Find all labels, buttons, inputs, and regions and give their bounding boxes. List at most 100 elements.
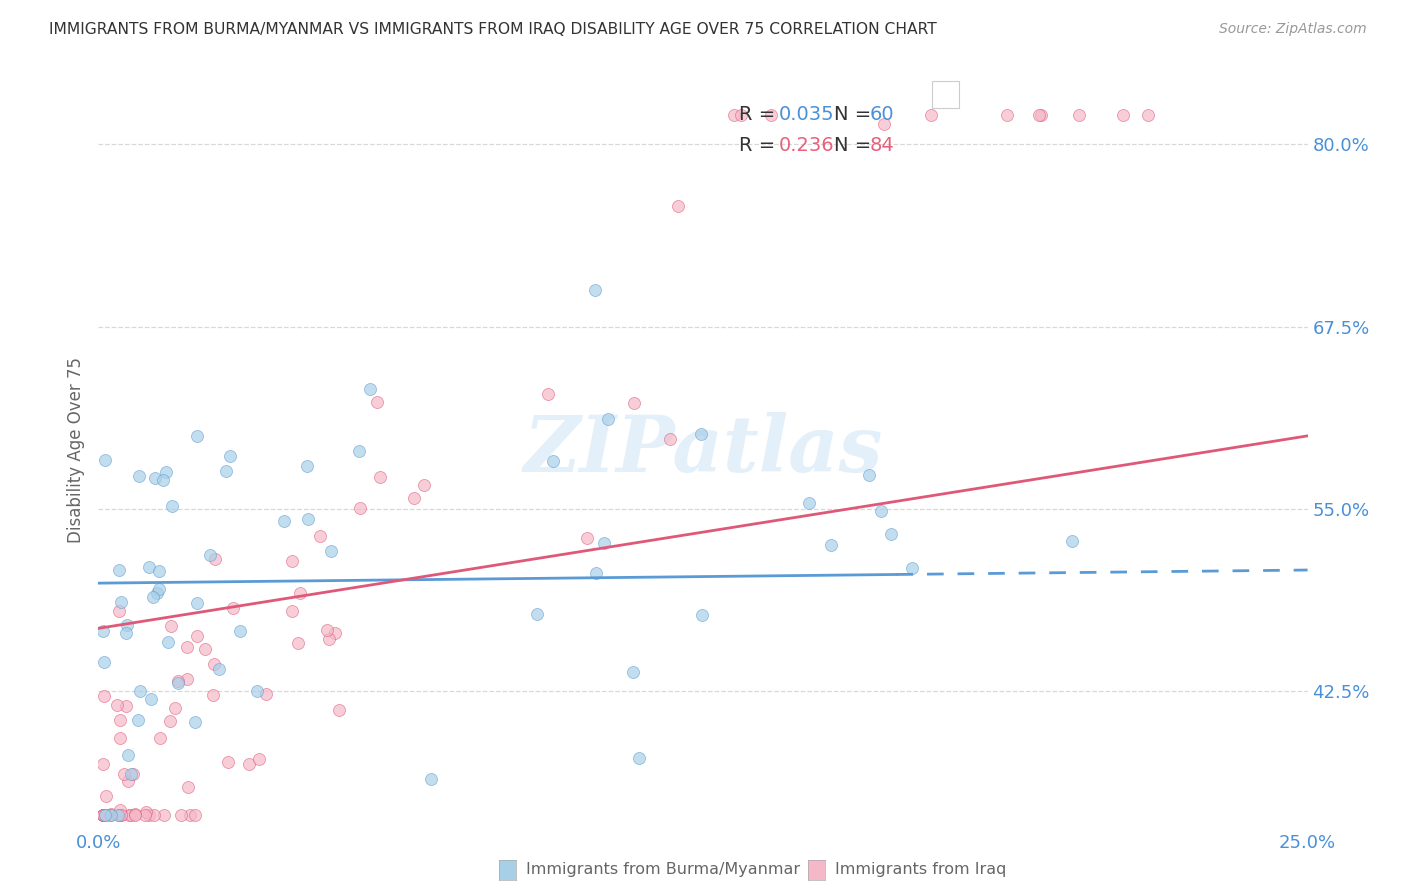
- Point: [110, 803, 132, 817]
- Text: Immigrants from Burma/Myanmar: Immigrants from Burma/Myanmar: [526, 863, 800, 877]
- Point: [108, 563, 131, 577]
- Point: [281, 604, 304, 618]
- Point: [177, 780, 200, 794]
- Point: [537, 386, 560, 401]
- Text: Source: ZipAtlas.com: Source: ZipAtlas.com: [1219, 22, 1367, 37]
- Point: [176, 640, 198, 654]
- Point: [152, 808, 174, 822]
- Point: [135, 805, 157, 819]
- Point: [759, 108, 782, 122]
- Point: [366, 394, 388, 409]
- Point: [316, 623, 339, 637]
- Point: [139, 692, 162, 706]
- Point: [176, 672, 198, 686]
- Point: [1031, 108, 1053, 122]
- Point: [152, 473, 174, 487]
- Point: [419, 772, 441, 787]
- Point: [359, 382, 381, 396]
- Point: [120, 767, 142, 781]
- Point: [155, 465, 177, 479]
- Text: N =: N =: [834, 105, 877, 125]
- Text: 0.035: 0.035: [779, 105, 835, 125]
- Point: [121, 767, 143, 781]
- Point: [162, 500, 184, 514]
- Point: [585, 566, 607, 580]
- Point: [1028, 108, 1050, 122]
- Point: [129, 684, 152, 698]
- Point: [165, 701, 187, 715]
- Point: [117, 747, 139, 762]
- Point: [254, 687, 277, 701]
- Text: ZIPatlas: ZIPatlas: [523, 412, 883, 489]
- Point: [149, 731, 172, 745]
- Point: [114, 625, 136, 640]
- Point: [246, 684, 269, 698]
- Point: [238, 756, 260, 771]
- Text: 84: 84: [870, 136, 894, 155]
- Point: [288, 585, 311, 599]
- Point: [94, 808, 117, 822]
- Point: [118, 808, 141, 822]
- Text: 60: 60: [870, 105, 894, 125]
- Point: [666, 198, 689, 212]
- Point: [93, 808, 115, 822]
- Point: [202, 657, 225, 671]
- Point: [412, 478, 434, 492]
- Point: [323, 625, 346, 640]
- Point: [108, 808, 131, 822]
- Point: [148, 582, 170, 597]
- Point: [1067, 108, 1090, 122]
- Point: [98, 808, 121, 822]
- Point: [91, 624, 114, 638]
- Point: [229, 624, 252, 638]
- Point: [110, 808, 132, 822]
- Point: [858, 468, 880, 483]
- Point: [692, 608, 714, 623]
- Y-axis label: Disability Age Over 75: Disability Age Over 75: [66, 358, 84, 543]
- Point: [94, 453, 117, 467]
- Point: [621, 665, 644, 679]
- Point: [100, 806, 122, 821]
- Text: Immigrants from Iraq: Immigrants from Iraq: [835, 863, 1007, 877]
- Point: [287, 636, 309, 650]
- Text: N =: N =: [834, 136, 877, 155]
- Point: [183, 715, 205, 730]
- Point: [115, 617, 138, 632]
- Point: [143, 471, 166, 485]
- Point: [148, 564, 170, 578]
- Point: [179, 808, 201, 822]
- Text: R =: R =: [740, 136, 782, 155]
- Point: [723, 108, 745, 122]
- Point: [880, 527, 903, 541]
- Point: [124, 808, 146, 822]
- Point: [115, 698, 138, 713]
- Point: [110, 595, 132, 609]
- Point: [91, 808, 114, 822]
- Point: [690, 426, 713, 441]
- Text: IMMIGRANTS FROM BURMA/MYANMAR VS IMMIGRANTS FROM IRAQ DISABILITY AGE OVER 75 COR: IMMIGRANTS FROM BURMA/MYANMAR VS IMMIGRA…: [49, 22, 936, 37]
- Point: [820, 538, 842, 552]
- Point: [110, 808, 132, 822]
- Point: [297, 512, 319, 526]
- Point: [134, 808, 156, 822]
- Point: [142, 808, 165, 822]
- Point: [583, 284, 606, 298]
- Point: [309, 529, 332, 543]
- Point: [217, 755, 239, 769]
- Point: [128, 468, 150, 483]
- Point: [112, 767, 135, 781]
- Point: [873, 117, 896, 131]
- Point: [730, 108, 752, 122]
- Point: [628, 750, 651, 764]
- Point: [93, 655, 115, 669]
- Point: [142, 590, 165, 604]
- Point: [186, 629, 208, 643]
- Point: [273, 514, 295, 528]
- Point: [156, 634, 179, 648]
- Point: [117, 773, 139, 788]
- Point: [138, 560, 160, 574]
- Point: [108, 604, 131, 618]
- Point: [186, 597, 208, 611]
- Point: [318, 632, 340, 646]
- Point: [281, 553, 304, 567]
